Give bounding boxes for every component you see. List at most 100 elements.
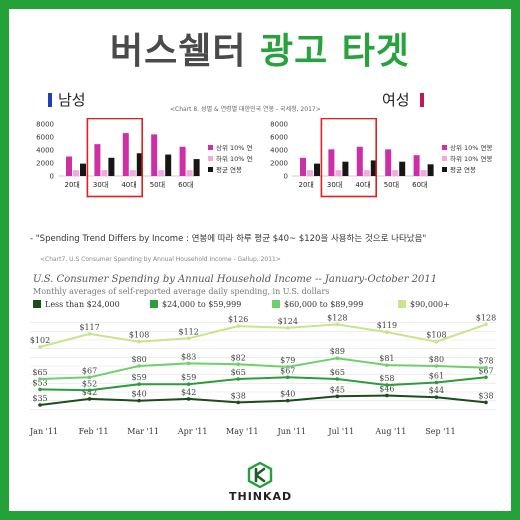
data-label: $80 [131,355,146,364]
bar-20대-0 [300,157,306,176]
bar-40대-1 [129,170,136,176]
x-tick-label: 60대 [412,181,427,189]
data-point [87,332,92,336]
y-tick-label: 2000 [270,160,288,168]
data-label: $52 [82,379,97,388]
data-label: $67 [478,366,493,375]
data-label: $44 [429,386,444,395]
thinkad-logo-icon [247,462,273,488]
data-point [38,403,42,407]
bar-30대-0 [94,144,101,176]
data-point [186,382,191,386]
highlight-box [86,118,144,198]
bar-20대-2 [80,163,86,176]
data-point [484,400,488,405]
data-point [335,377,340,381]
highlight-box [320,118,378,198]
legend-item-90k-plus: $90,000+ [398,300,450,309]
male-salary-chart: 8000 6000 4000 2000 0 20대 30대 40대 50대 60대 상위 10% 연… [36,118,253,198]
data-label: $108 [129,331,149,340]
data-point [434,380,439,385]
bar-30대-1 [101,170,108,176]
data-label: $124 [278,317,298,326]
data-label: $83 [181,352,196,361]
x-tick-label: May '11 [226,427,258,436]
data-label: $61 [429,371,444,380]
data-point [236,377,241,381]
female-marker [420,93,424,107]
x-tick-label: Feb '11 [79,427,109,436]
data-label: $108 [426,331,446,340]
data-point [87,375,92,380]
title-part-2: 광고 타겟 [260,31,411,72]
y-tick-label: 4000 [36,147,54,155]
x-tick-label: Apr '11 [177,427,208,436]
y-tick-label: 0 [284,173,288,181]
bar-20대-1 [73,170,79,176]
data-point [38,345,42,349]
x-tick-label: Mar '11 [127,427,159,436]
x-tick-label: 50대 [150,181,165,189]
data-point [137,398,141,403]
bar-40대-0 [122,133,129,176]
page-title: 버스쉘터 광고 타겟 [0,22,520,74]
data-point [236,400,241,405]
data-point [137,382,141,386]
data-label: $112 [178,327,198,336]
x-tick-label: 40대 [355,181,370,189]
data-label: $35 [32,394,47,403]
data-point [285,326,290,330]
x-tick-label: 20대 [65,181,80,189]
data-point [434,364,439,368]
bar-20대-1 [307,170,313,176]
bar-50대-2 [399,161,406,176]
bar-20대-2 [314,163,320,176]
legend-label: 상위 10% 연봉 [450,143,493,152]
bar-30대-1 [335,170,342,176]
data-label: $128 [327,313,347,322]
legend-swatch [208,156,213,161]
data-point [484,375,488,380]
data-point [186,397,191,401]
bar-40대-1 [363,170,370,176]
data-point [484,322,488,327]
data-label: $42 [82,388,97,397]
data-label: $42 [181,388,196,397]
legend-label: $24,000 to $59,999 [162,300,242,309]
series-line-3 [39,323,487,348]
data-point [335,356,340,360]
data-label: $128 [476,313,496,322]
bar-50대-2 [165,154,172,176]
spending-line-chart: $35 $42 $40 $42 $38 $40 $45 $46 $44 $38 $53 $52 $59 $… [29,313,496,436]
legend-swatch [442,145,447,150]
legend-swatch [150,300,158,308]
female-label: 여성 [382,91,410,109]
data-label: $117 [79,323,99,332]
legend-label: $90,000+ [410,300,450,309]
data-label: $53 [32,378,47,387]
data-label: $81 [379,354,394,363]
bar-50대-1 [392,170,399,176]
bar-30대-2 [108,157,115,176]
data-point [137,339,141,344]
bar-40대-2 [370,160,377,176]
data-label: $80 [429,355,444,364]
bar-20대-0 [66,156,72,176]
bar-30대-2 [342,161,349,176]
data-point [385,383,389,387]
chart8-note: <Chart 8. 성별 & 연령별 대한민국 연봉 - 국세청, 2017> [170,106,321,113]
x-tick-label: Jun '11 [277,427,306,436]
y-tick-label: 8000 [270,121,288,129]
data-label: $59 [181,373,196,382]
data-point [38,387,42,392]
data-point [484,365,488,370]
data-label: $102 [30,336,50,345]
data-point [38,377,42,381]
y-tick-label: 6000 [270,134,288,142]
y-tick-label: 6000 [36,134,54,142]
data-point [186,336,191,341]
male-label: 남성 [58,91,86,109]
data-label: $89 [330,347,345,356]
legend-swatch [272,300,280,308]
